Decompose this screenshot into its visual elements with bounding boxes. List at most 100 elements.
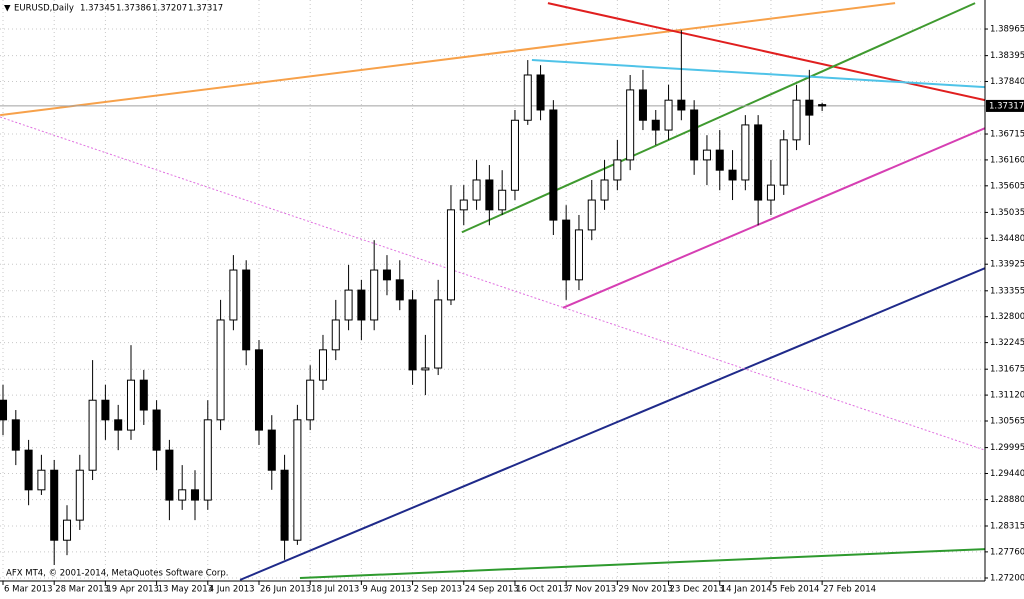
trendline	[299, 548, 985, 580]
candle-body	[370, 269, 379, 321]
candle-body	[267, 429, 276, 471]
candle-body	[229, 269, 238, 321]
axes	[0, 0, 988, 585]
candle-body	[741, 124, 750, 181]
x-tick-label: 27 Feb 2014	[823, 585, 876, 595]
trendline	[562, 127, 985, 309]
candle-body	[485, 179, 494, 211]
candle-body	[459, 199, 468, 211]
y-tick-label: 1.27760	[990, 547, 1024, 557]
y-tick-label: 1.32245	[990, 338, 1024, 348]
current-price-box	[986, 99, 1024, 112]
candles	[0, 30, 827, 565]
candle-body	[152, 409, 161, 451]
candle-body	[638, 89, 647, 121]
x-tick-label: 14 Jan 2014	[721, 585, 772, 595]
trendline	[0, 116, 985, 451]
candle-body	[318, 349, 327, 381]
y-tick-label: 1.35605	[990, 181, 1024, 191]
x-tick-label: 5 Feb 2014	[772, 585, 820, 595]
x-tick-label: 6 Mar 2013	[4, 585, 52, 595]
y-tick-label: 1.28315	[990, 521, 1024, 531]
trendline	[531, 59, 985, 89]
candle-body	[242, 269, 251, 351]
candle-body	[165, 449, 174, 501]
y-tick-label: 1.29995	[990, 443, 1024, 453]
candle-body	[549, 109, 558, 221]
x-tick-label: 29 Nov 2013	[618, 585, 672, 595]
candle-body	[664, 99, 673, 131]
candle-body	[293, 419, 302, 541]
trendline	[461, 2, 976, 234]
grid	[0, 0, 985, 581]
candle-body	[114, 419, 123, 431]
candle-body	[216, 319, 225, 421]
x-tick-label: 26 Jun 2013	[260, 585, 311, 595]
candle-body	[523, 74, 532, 121]
candle-body	[75, 469, 84, 521]
candle-body	[357, 289, 366, 321]
y-tick-label: 1.38395	[990, 51, 1024, 61]
x-tick-label: 18 Jul 2013	[311, 585, 359, 595]
candle-body	[728, 169, 737, 181]
y-tick-label: 1.28880	[990, 495, 1024, 505]
candle-body	[178, 489, 187, 501]
y-tick-label: 1.29440	[990, 469, 1024, 479]
y-tick-label: 1.30565	[990, 416, 1024, 426]
x-tick-label: 7 Nov 2013	[567, 585, 616, 595]
candle-body	[805, 99, 814, 116]
trendline	[547, 2, 985, 102]
y-tick-label: 1.27200	[990, 574, 1024, 584]
x-tick-label: 13 May 2013	[158, 585, 213, 595]
candle-body	[306, 379, 315, 421]
candle-body	[24, 449, 33, 491]
candle-body	[536, 74, 545, 111]
candle-body	[139, 379, 148, 411]
x-tick-label: 9 Aug 2013	[362, 585, 411, 595]
y-tick-label: 1.32800	[990, 312, 1024, 322]
candle-body	[766, 184, 775, 201]
x-tick-label: 16 Oct 2013	[516, 585, 569, 595]
candle-body	[126, 379, 136, 431]
copyright: AFX MT4, © 2001-2014, MetaQuotes Softwar…	[6, 569, 228, 579]
title-low: 1.37207	[152, 4, 187, 14]
candle-body	[421, 367, 430, 371]
candle-body	[587, 199, 596, 231]
candle-body	[446, 209, 455, 301]
current-price-label: 1.37317	[989, 101, 1024, 111]
x-tick-label: 2 Sep 2013	[414, 585, 462, 595]
title-open: 1.37345	[80, 4, 115, 14]
candle-body	[754, 124, 763, 201]
y-tick-label: 1.38965	[990, 25, 1024, 35]
labels: ▼ EURUSD,Daily AFX MT4, © 2001-2014, Met…	[4, 4, 1024, 595]
candle-body	[818, 104, 827, 107]
collapse-icon[interactable]: ▼	[4, 4, 11, 14]
candle-body	[690, 109, 699, 161]
candle-body	[344, 289, 353, 321]
y-tick-label: 1.37840	[990, 77, 1024, 87]
x-tick-label: 4 Jun 2013	[209, 585, 255, 595]
candle-body	[562, 219, 571, 281]
title-high: 1.37386	[116, 4, 151, 14]
y-tick-label: 1.33355	[990, 286, 1024, 296]
candle-body	[472, 179, 481, 201]
title-close: 1.37317	[188, 4, 223, 14]
candle-body	[382, 269, 391, 281]
x-tick-label: 24 Sep 2013	[465, 585, 519, 595]
y-tick-label: 1.33925	[990, 260, 1024, 270]
y-tick-label: 1.35035	[990, 208, 1024, 218]
candle-body	[792, 99, 801, 141]
y-tick-label: 1.36160	[990, 155, 1024, 165]
candle-body	[0, 399, 8, 421]
candle-body	[203, 419, 212, 501]
candle-body	[50, 469, 59, 541]
candle-body	[779, 139, 788, 186]
candle-body	[11, 419, 20, 451]
candle-body	[88, 399, 97, 471]
y-tick-label: 1.34480	[990, 234, 1024, 244]
trendline	[0, 2, 896, 117]
x-tick-label: 23 Dec 2013	[670, 585, 724, 595]
candle-body	[395, 279, 404, 301]
